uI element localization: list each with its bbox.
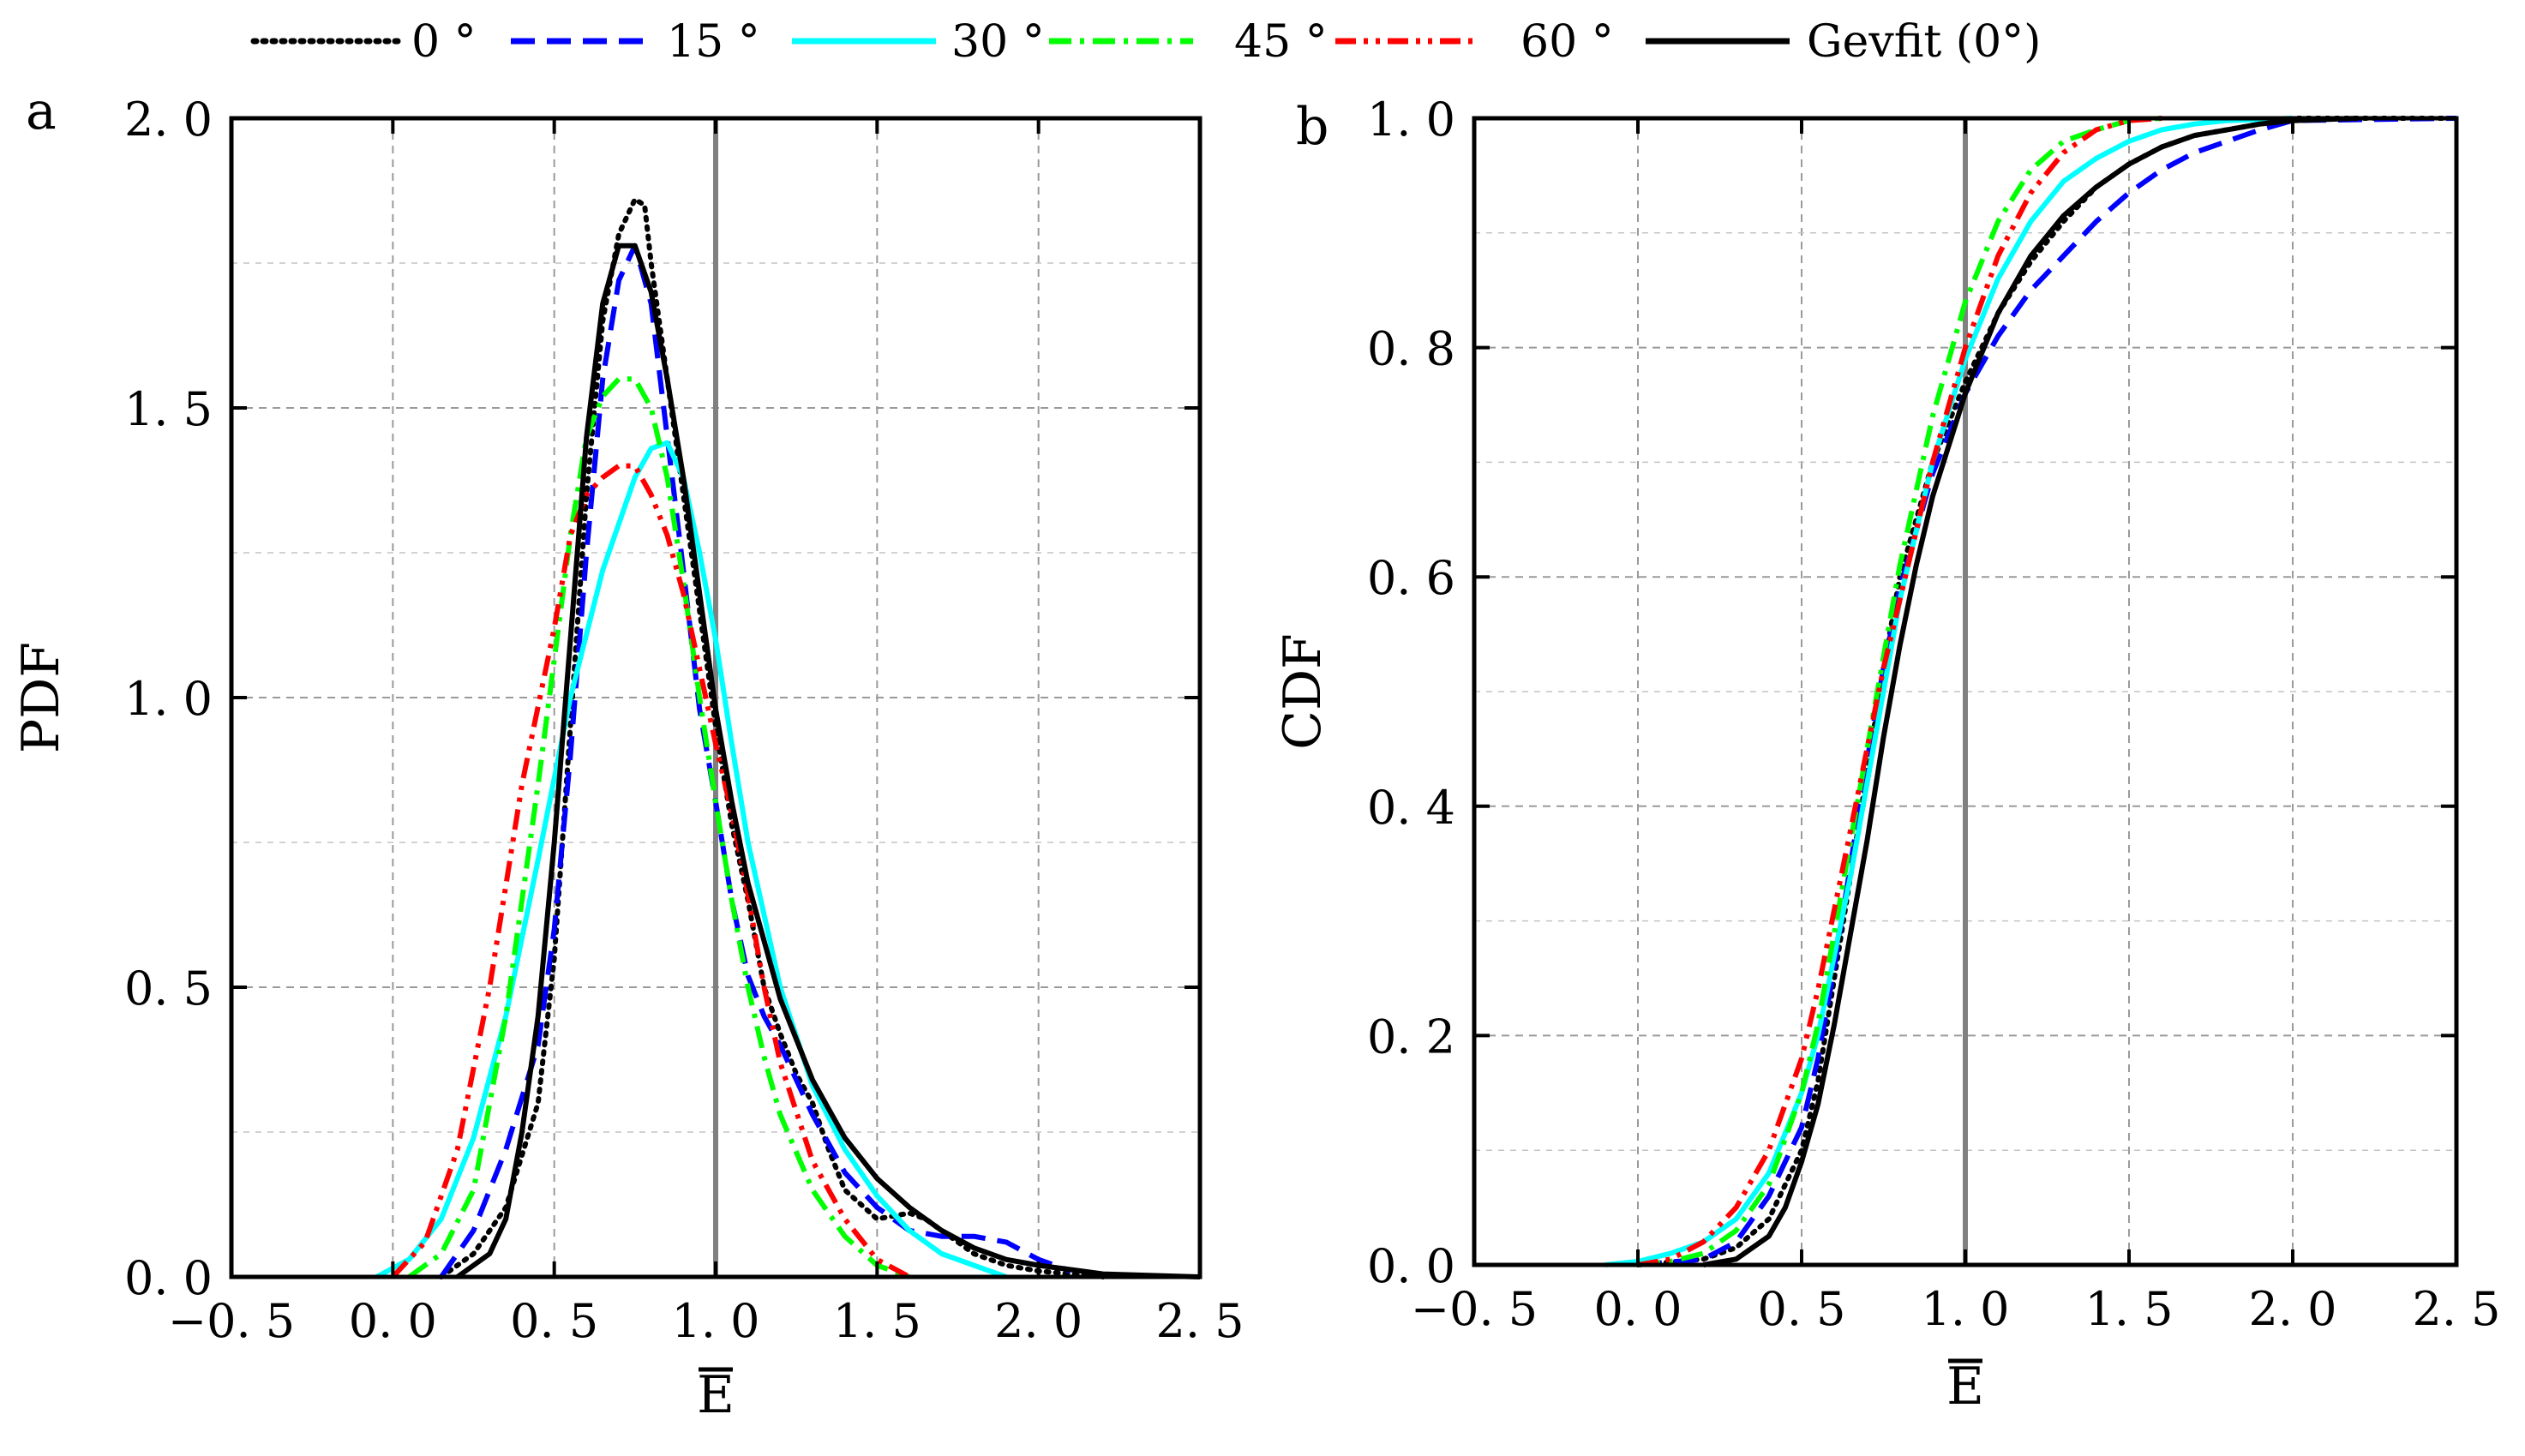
series-line-b-4	[1637, 116, 2162, 1267]
series-line-b-0	[1635, 116, 2459, 1267]
x-tick-label-b-1: 0. 0	[1593, 1282, 1682, 1336]
grid-b	[1474, 118, 2456, 1265]
x-tick-label-a-4: 1. 5	[833, 1294, 921, 1348]
y-tick-label-b-5: 1. 0	[1367, 93, 1455, 147]
x-tick-label-a-0: −0. 5	[168, 1294, 295, 1348]
series-line-a-1	[439, 243, 1072, 1279]
y-tick-label-a-3: 1. 5	[124, 382, 213, 436]
y-tick-label-b-4: 0. 8	[1367, 322, 1455, 376]
series-line-a-3	[407, 376, 911, 1279]
legend: 0 ° 15 ° 30 ° 45 ° 60 ° Gevfit (0°)	[250, 16, 2041, 68]
series-line-a-5	[455, 243, 1201, 1279]
panel-label-b: b	[1296, 97, 1328, 157]
x-axis-label-b: E	[1946, 1357, 1984, 1417]
x-tick-label-b-2: 0. 5	[1757, 1282, 1845, 1336]
panel-label-a: a	[26, 81, 57, 141]
x-tick-label-b-5: 2. 0	[2248, 1282, 2336, 1336]
legend-label-5: Gevfit (0°)	[1807, 16, 2041, 68]
series-line-b-2	[1604, 116, 2294, 1267]
y-tick-label-a-1: 0. 5	[124, 962, 213, 1016]
series-line-b-1	[1637, 116, 2457, 1267]
y-tick-label-b-2: 0. 4	[1367, 781, 1455, 835]
panel-b-cdf: b −0. 5 0. 0 0. 5 1. 0 1. 5 2. 0 2. 50. 00. 20…	[1273, 93, 2501, 1417]
y-tick-label-b-0: 0. 0	[1367, 1239, 1455, 1293]
y-tick-label-b-1: 0. 2	[1367, 1010, 1455, 1064]
legend-label-3: 45 °	[1234, 16, 1328, 68]
y-axis-label-a: PDF	[11, 642, 71, 753]
legend-label-4: 60 °	[1520, 16, 1614, 68]
legend-label-0: 0 °	[411, 16, 477, 68]
legend-label-1: 15 °	[667, 16, 760, 68]
y-axis-label-b: CDF	[1273, 633, 1333, 750]
y-tick-label-b-3: 0. 6	[1367, 551, 1455, 605]
series-line-a-2	[375, 440, 1008, 1279]
x-tick-label-b-3: 1. 0	[1921, 1282, 2009, 1336]
y-tick-label-a-2: 1. 0	[124, 672, 213, 726]
x-tick-label-a-1: 0. 0	[349, 1294, 437, 1348]
x-tick-label-a-2: 0. 5	[510, 1294, 598, 1348]
x-tick-label-a-6: 2. 5	[1155, 1294, 1244, 1348]
legend-label-2: 30 °	[951, 16, 1045, 68]
series-line-a-4	[391, 463, 911, 1279]
x-tick-label-b-0: −0. 5	[1411, 1282, 1538, 1336]
y-tick-label-a-0: 0. 0	[124, 1251, 213, 1305]
y-tick-label-a-4: 2. 0	[124, 93, 213, 147]
series-line-a-0	[438, 196, 1106, 1279]
x-tick-label-a-5: 2. 0	[994, 1294, 1083, 1348]
panel-a-pdf: a −0. 5 0. 0 0. 5 1. 0 1. 5 2. 0 2. 50. 00. 51…	[11, 81, 1245, 1425]
x-axis-label-a: E	[697, 1365, 735, 1425]
x-tick-label-b-6: 2. 5	[2412, 1282, 2500, 1336]
series-line-b-5	[1702, 116, 2359, 1267]
x-tick-label-a-3: 1. 0	[671, 1294, 759, 1348]
x-tick-label-b-4: 1. 5	[2084, 1282, 2173, 1336]
